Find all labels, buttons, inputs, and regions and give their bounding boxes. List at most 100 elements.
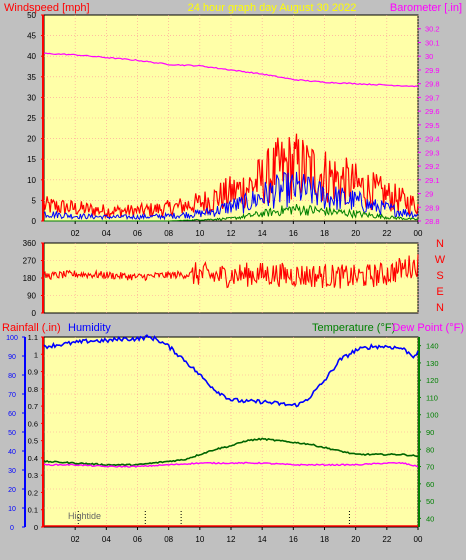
temperature-tick-label: 140 (426, 342, 439, 351)
temp-x-tick-label: 14 (258, 535, 267, 544)
temp-x-tick-label: 00 (414, 535, 423, 544)
temp-x-tick-label: 22 (382, 535, 391, 544)
direction-y-tick-label: 180 (23, 274, 37, 283)
wind-y-tick-label: 25 (27, 114, 36, 123)
wind-x-tick-label: 06 (133, 229, 142, 238)
barometer-tick-label: 29.9 (425, 66, 440, 75)
direction-chart-series (43, 254, 419, 289)
barometer-tick-label: 29.8 (425, 80, 440, 89)
rainfall-tick-label: 0.5 (28, 437, 38, 446)
temperature-series-line (43, 437, 419, 467)
avg-windspeed-series-line (43, 171, 419, 221)
temperature-tick-label: 110 (426, 393, 438, 402)
temp-x-tick-label: 08 (164, 535, 173, 544)
barometer-tick-label: 29.7 (425, 93, 440, 102)
rainfall-tick-label: 0.4 (28, 454, 38, 463)
rainfall-tick-label: 0.6 (28, 419, 38, 428)
barometer-tick-label: 28.8 (425, 217, 440, 226)
dewpoint-series-line (43, 461, 419, 468)
temp-x-tick-label: 04 (102, 535, 111, 544)
temperature-tick-label: 60 (426, 480, 434, 489)
wind-y-tick-label: 35 (27, 73, 36, 82)
compass-label: W (435, 254, 446, 266)
hightide-annotation: Hightide (68, 511, 101, 521)
compass-label: N (436, 238, 444, 250)
low-windspeed-series-line (44, 203, 419, 222)
barometer-tick-label: 30 (425, 52, 433, 61)
temp-x-tick-label: 20 (351, 535, 360, 544)
gust-series-line (43, 133, 419, 220)
rainfall-tick-label: 1.1 (28, 333, 38, 342)
temperature-tick-label: 130 (426, 359, 439, 368)
wind-chart-axes: 02 04 06 08 10 12 14 16 18 20 22 000510152025303540… (27, 11, 440, 238)
humidity-series-line (43, 334, 419, 408)
barometer-tick-label: 29.4 (425, 135, 440, 144)
wind-y-tick-label: 5 (32, 196, 37, 205)
temp-chart-axes: 02 04 06 08 10 12 14 16 18 20 22 000102030405060708… (6, 333, 438, 544)
wind-y-tick-label: 15 (27, 155, 36, 164)
direction-y-tick-label: 270 (23, 257, 37, 266)
barometer-tick-label: 30.2 (425, 25, 440, 34)
wind-x-tick-label: 12 (227, 229, 236, 238)
wind-chart-series (43, 52, 419, 222)
direction-y-tick-label: 0 (32, 309, 37, 318)
rainfall-tick-label: 0 (34, 523, 38, 532)
temp-x-tick-label: 02 (71, 535, 80, 544)
wind-y-tick-label: 40 (27, 52, 36, 61)
wind-x-tick-label: 16 (289, 229, 298, 238)
temperature-tick-label: 80 (426, 445, 434, 454)
barometer-tick-label: 29.5 (425, 121, 440, 130)
temperature-axis-title: Temperature (°F) (312, 322, 395, 334)
barometer-series-line (43, 52, 419, 88)
temperature-tick-label: 100 (426, 411, 439, 420)
temp-x-tick-label: 10 (195, 535, 204, 544)
direction-y-tick-label: 90 (27, 292, 36, 301)
barometer-tick-label: 30.1 (425, 38, 440, 47)
humidity-tick-label: 60 (8, 411, 16, 418)
wind-y-tick-label: 20 (27, 135, 36, 144)
wind-x-tick-label: 18 (320, 229, 329, 238)
windspeed-axis-title: Windspeed [mph] (4, 2, 90, 14)
barometer-tick-label: 29.3 (425, 148, 440, 157)
humidity-tick-label: 80 (8, 373, 16, 380)
humidity-tick-label: 10 (8, 506, 16, 513)
wind-x-tick-label: 00 (414, 229, 423, 238)
humidity-tick-label: 0 (10, 525, 14, 532)
rainfall-tick-label: 0.7 (28, 402, 38, 411)
humidity-axis-title: Humidity (68, 322, 111, 334)
temp-x-tick-label: 16 (289, 535, 298, 544)
rainfall-axis-title: Rainfall (.in) (2, 322, 61, 334)
barometer-tick-label: 28.9 (425, 203, 440, 212)
wind-y-tick-label: 50 (27, 11, 36, 20)
humidity-tick-label: 30 (8, 468, 16, 475)
wind-x-tick-label: 02 (71, 229, 80, 238)
barometer-tick-label: 29 (425, 190, 433, 199)
barometer-tick-label: 29.6 (425, 107, 440, 116)
wind-y-tick-label: 10 (27, 176, 36, 185)
temperature-tick-label: 50 (426, 497, 434, 506)
temperature-tick-label: 90 (426, 428, 434, 437)
barometer-tick-label: 29.2 (425, 162, 440, 171)
humidity-tick-label: 70 (8, 392, 16, 399)
humidity-tick-label: 50 (8, 430, 16, 437)
humidity-tick-label: 40 (8, 449, 16, 456)
rainfall-tick-label: 0.8 (28, 385, 38, 394)
temperature-tick-label: 40 (426, 514, 434, 523)
wind-x-tick-label: 14 (258, 229, 267, 238)
barometer-tick-label: 29.1 (425, 176, 440, 185)
temperature-tick-label: 70 (426, 463, 434, 472)
rainfall-tick-label: 1 (34, 350, 38, 359)
compass-label: S (436, 270, 443, 282)
temp-x-tick-label: 18 (320, 535, 329, 544)
dewpoint-axis-title: Dew Point (°F) (392, 322, 464, 334)
wind-x-tick-label: 20 (351, 229, 360, 238)
temp-chart-series (43, 334, 419, 527)
compass-label: N (436, 302, 444, 314)
temperature-tick-label: 120 (426, 376, 439, 385)
wind-x-tick-label: 22 (382, 229, 391, 238)
temp-x-tick-label: 06 (133, 535, 142, 544)
wind-x-tick-label: 10 (195, 229, 204, 238)
